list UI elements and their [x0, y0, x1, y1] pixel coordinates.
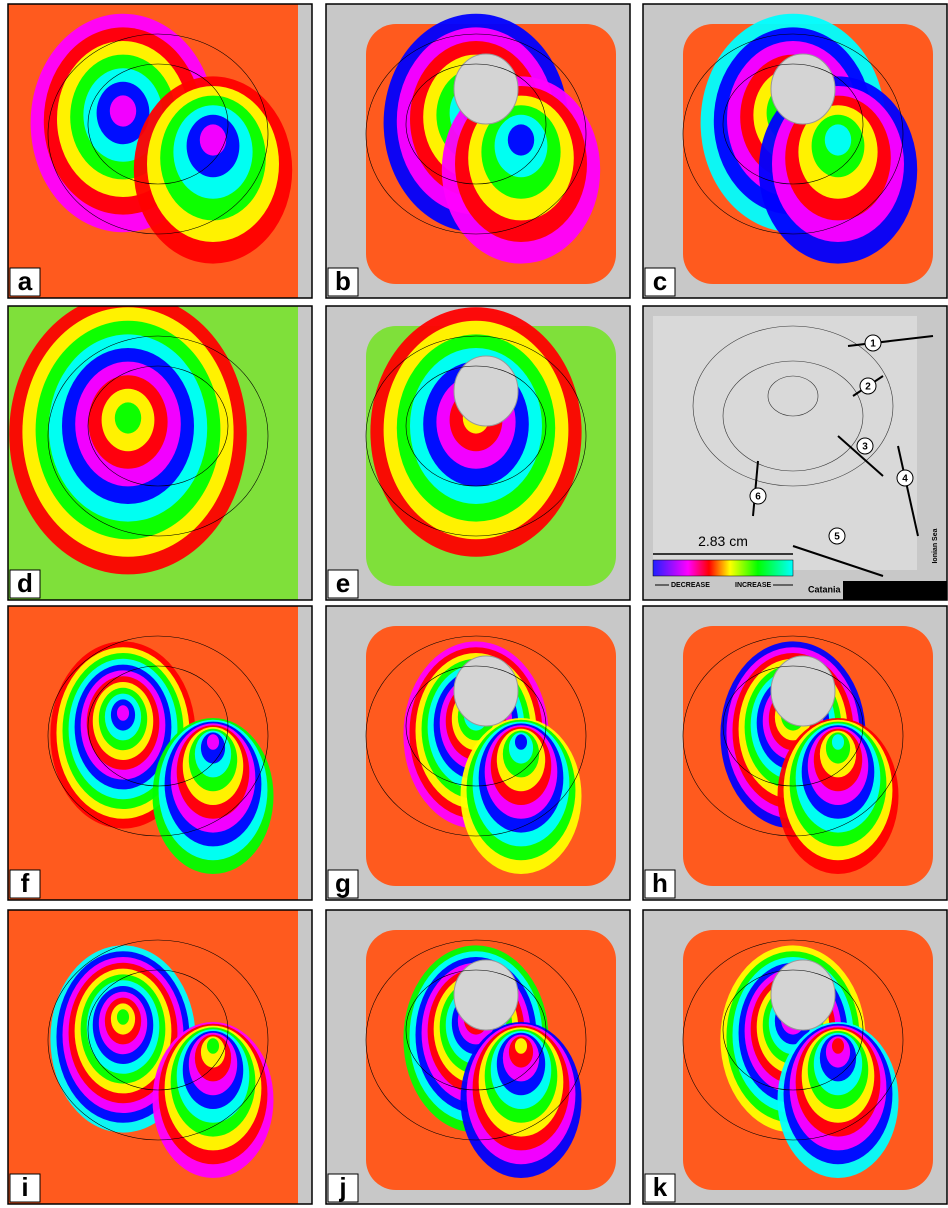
panel-label: h [652, 868, 668, 898]
panel: c [643, 4, 947, 298]
fringe [832, 1038, 844, 1054]
panel-image [326, 4, 630, 298]
sea-label: Ionian Sea [932, 528, 939, 563]
increase-label: INCREASE [735, 582, 772, 589]
scale-label: 2.83 cm [698, 533, 748, 549]
panel-image [326, 910, 630, 1204]
figure: a b c d e 1 2 3 4 5 6 2.83 cm DECREASE INCREASE Catani… [0, 0, 948, 1208]
panel: a [8, 4, 312, 298]
panel-image [643, 606, 947, 900]
fringe [508, 124, 534, 155]
fault-label: 2 [865, 382, 871, 393]
panel-label: j [338, 1172, 346, 1202]
fault-label: 6 [755, 492, 761, 503]
panel-image [8, 910, 312, 1204]
panel: g [326, 606, 630, 900]
panel: b [326, 4, 630, 298]
panel-label: b [335, 266, 351, 296]
fringe [832, 734, 844, 750]
panel-image: 1 2 3 4 5 6 2.83 cm DECREASE INCREASE Catania Ioni… [643, 306, 947, 600]
relief-map [653, 316, 917, 570]
panel-image [326, 306, 630, 600]
panel-label: d [17, 568, 33, 598]
fringe [110, 95, 136, 126]
panel: i [8, 910, 312, 1204]
panel-image [8, 606, 312, 900]
panel-image [326, 606, 630, 900]
panel-label: c [653, 266, 667, 296]
fringe [515, 1038, 527, 1054]
city-label: Catania [808, 584, 842, 594]
fringe [200, 124, 226, 155]
color-bar [653, 560, 793, 576]
panel-label: f [21, 868, 30, 898]
panel: k [643, 910, 947, 1204]
panel: e [326, 306, 630, 600]
panel-label: e [336, 568, 350, 598]
fringe [825, 124, 851, 155]
fringe [515, 734, 527, 750]
panel: f [8, 606, 312, 900]
fringe [117, 705, 129, 721]
panel-label: k [653, 1172, 668, 1202]
fault-label: 4 [902, 474, 908, 485]
fault-label: 1 [870, 339, 876, 350]
panel-label: i [21, 1172, 28, 1202]
fringe [115, 402, 141, 433]
panel-image [8, 4, 312, 298]
panel-image [643, 4, 947, 298]
sea [843, 581, 947, 600]
fringe [207, 734, 219, 750]
panel: h [643, 606, 947, 900]
panel-label: g [335, 868, 351, 898]
panel-label: a [18, 266, 33, 296]
panel: j [326, 910, 630, 1204]
fringe [117, 1009, 129, 1025]
panel: 1 2 3 4 5 6 2.83 cm DECREASE INCREASE Catania Ioni… [643, 306, 947, 600]
fault-label: 5 [834, 532, 840, 543]
fringe [207, 1038, 219, 1054]
decrease-label: DECREASE [671, 582, 710, 589]
fault-label: 3 [862, 442, 868, 453]
panel-image [8, 294, 312, 600]
panel-image [643, 910, 947, 1204]
panel: d [8, 294, 312, 600]
